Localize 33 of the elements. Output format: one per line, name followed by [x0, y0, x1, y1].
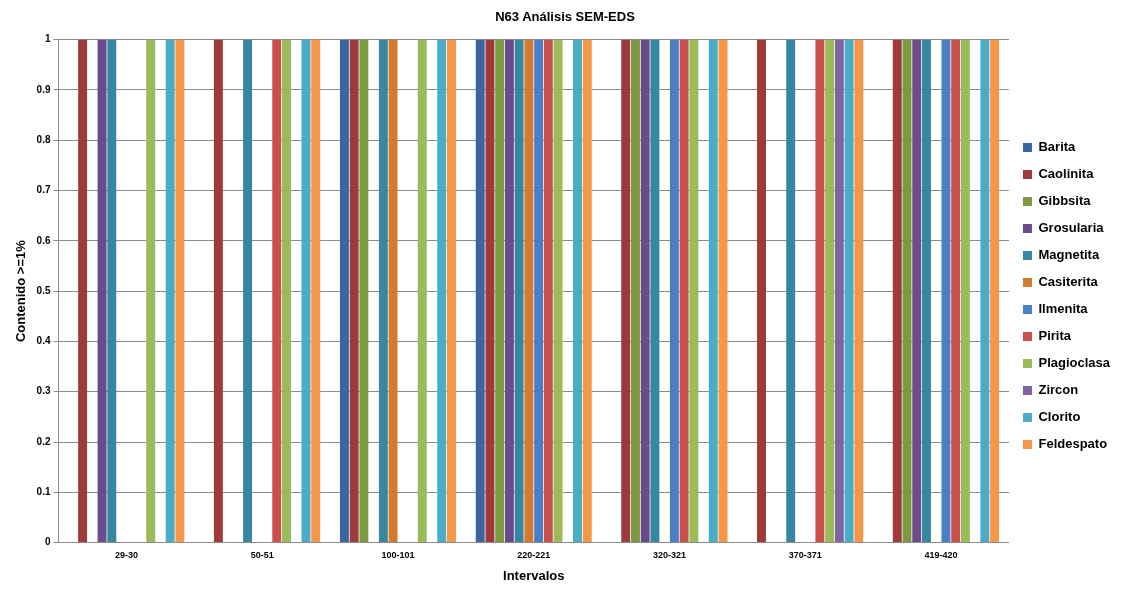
legend-label: Caolinita — [1038, 166, 1095, 182]
legend-label: Pirita — [1038, 328, 1072, 344]
x-tick-label: 370-371 — [788, 550, 822, 561]
y-tick-label: 0.3 — [36, 385, 51, 397]
y-tick-label: 0.9 — [36, 83, 51, 95]
y-tick-label: 0 — [44, 536, 51, 548]
legend-label: Feldespato — [1038, 436, 1108, 452]
chart-title: N63 Análisis SEM-EDS — [495, 9, 636, 25]
legend-label: Gibbsita — [1038, 193, 1092, 209]
y-tick-label: 0.1 — [36, 486, 51, 498]
legend-label: Grosularia — [1038, 220, 1105, 236]
legend-label: Casiterita — [1038, 274, 1099, 290]
x-tick-label: 220-221 — [517, 550, 551, 561]
legend-label: Ilmenita — [1038, 301, 1089, 317]
y-tick-label: 0.4 — [36, 335, 51, 347]
x-tick-label: 29-30 — [114, 550, 138, 561]
y-axis-title: Contenido >=1% — [13, 239, 29, 343]
x-tick-label: 50-51 — [250, 550, 274, 561]
y-tick-label: 0.2 — [36, 435, 51, 447]
y-tick-label: 0.7 — [36, 184, 51, 196]
y-tick-label: 1 — [44, 33, 51, 45]
legend-label: Barita — [1038, 139, 1077, 155]
legend-label: Magnetita — [1038, 247, 1100, 263]
legend-label: Plagioclasa — [1038, 355, 1111, 371]
x-axis-title: Intervalos — [503, 567, 565, 583]
y-tick-label: 0.6 — [36, 234, 51, 246]
x-tick-label: 419-420 — [924, 550, 958, 561]
x-tick-label: 100-101 — [381, 550, 415, 561]
x-tick-label: 320-321 — [653, 550, 687, 561]
y-tick-label: 0.5 — [36, 284, 51, 296]
legend-label: Clorito — [1038, 409, 1081, 425]
y-tick-label: 0.8 — [36, 133, 51, 145]
legend-label: Zircon — [1038, 382, 1079, 398]
